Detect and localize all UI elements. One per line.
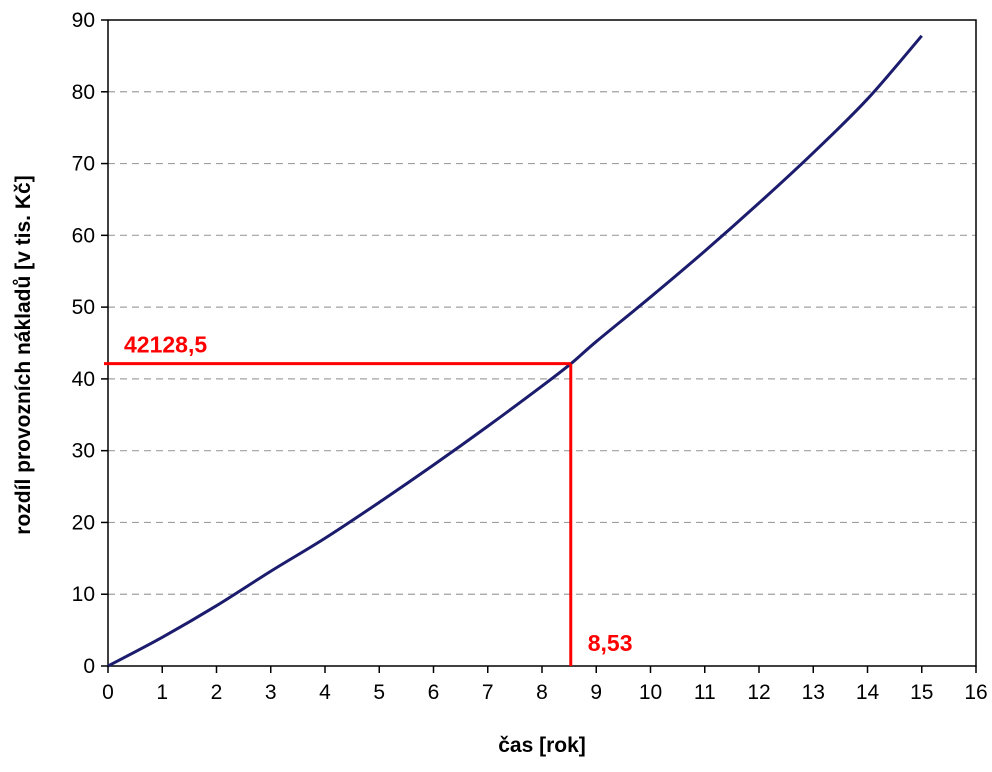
x-tick-label: 5 xyxy=(373,681,385,704)
x-tick-label: 16 xyxy=(964,681,987,704)
y-tick-label: 30 xyxy=(72,440,95,463)
x-tick-label: 9 xyxy=(590,681,602,704)
x-tick-label: 0 xyxy=(102,681,114,704)
y-tick-label: 10 xyxy=(72,583,95,606)
y-tick-label: 0 xyxy=(83,655,95,678)
gridlines xyxy=(108,91,976,595)
y-tick-label: 60 xyxy=(72,224,95,247)
x-tick-label: 3 xyxy=(265,681,277,704)
y-tick-label: 20 xyxy=(72,511,95,534)
x-axis-ticks: 0 1 2 3 4 5 6 7 8 9 10 11 12 13 14 15 16 xyxy=(102,666,988,704)
x-tick-label: 14 xyxy=(856,681,880,704)
y-axis-title: rozdíl provozních nákladů [v tis. Kč] xyxy=(12,175,35,534)
x-tick-label: 4 xyxy=(319,681,331,704)
annotation-y-value-label: 42128,5 xyxy=(124,332,207,358)
y-tick-label: 40 xyxy=(72,368,95,391)
x-tick-label: 12 xyxy=(747,681,770,704)
x-tick-label: 1 xyxy=(156,681,168,704)
y-tick-label: 90 xyxy=(72,9,95,32)
x-tick-label: 7 xyxy=(482,681,494,704)
y-axis-ticks: 0 10 20 30 40 50 60 70 80 90 xyxy=(72,9,108,678)
y-tick-label: 70 xyxy=(72,153,95,176)
plot-border xyxy=(107,19,977,667)
x-tick-label: 15 xyxy=(910,681,933,704)
x-tick-label: 6 xyxy=(428,681,440,704)
series-line xyxy=(107,34,923,668)
annotation-layer xyxy=(104,362,573,666)
x-tick-label: 10 xyxy=(639,681,662,704)
y-tick-label: 50 xyxy=(72,296,95,319)
x-tick-label: 2 xyxy=(211,681,223,704)
y-tick-label: 80 xyxy=(72,81,95,104)
x-tick-label: 8 xyxy=(536,681,548,704)
annotation-x-value-label: 8,53 xyxy=(588,630,633,656)
x-tick-label: 11 xyxy=(694,681,716,704)
x-axis-title: čas [rok] xyxy=(498,734,586,757)
x-tick-label: 13 xyxy=(802,681,825,704)
series-layer xyxy=(107,34,923,668)
plot-area xyxy=(107,19,977,667)
